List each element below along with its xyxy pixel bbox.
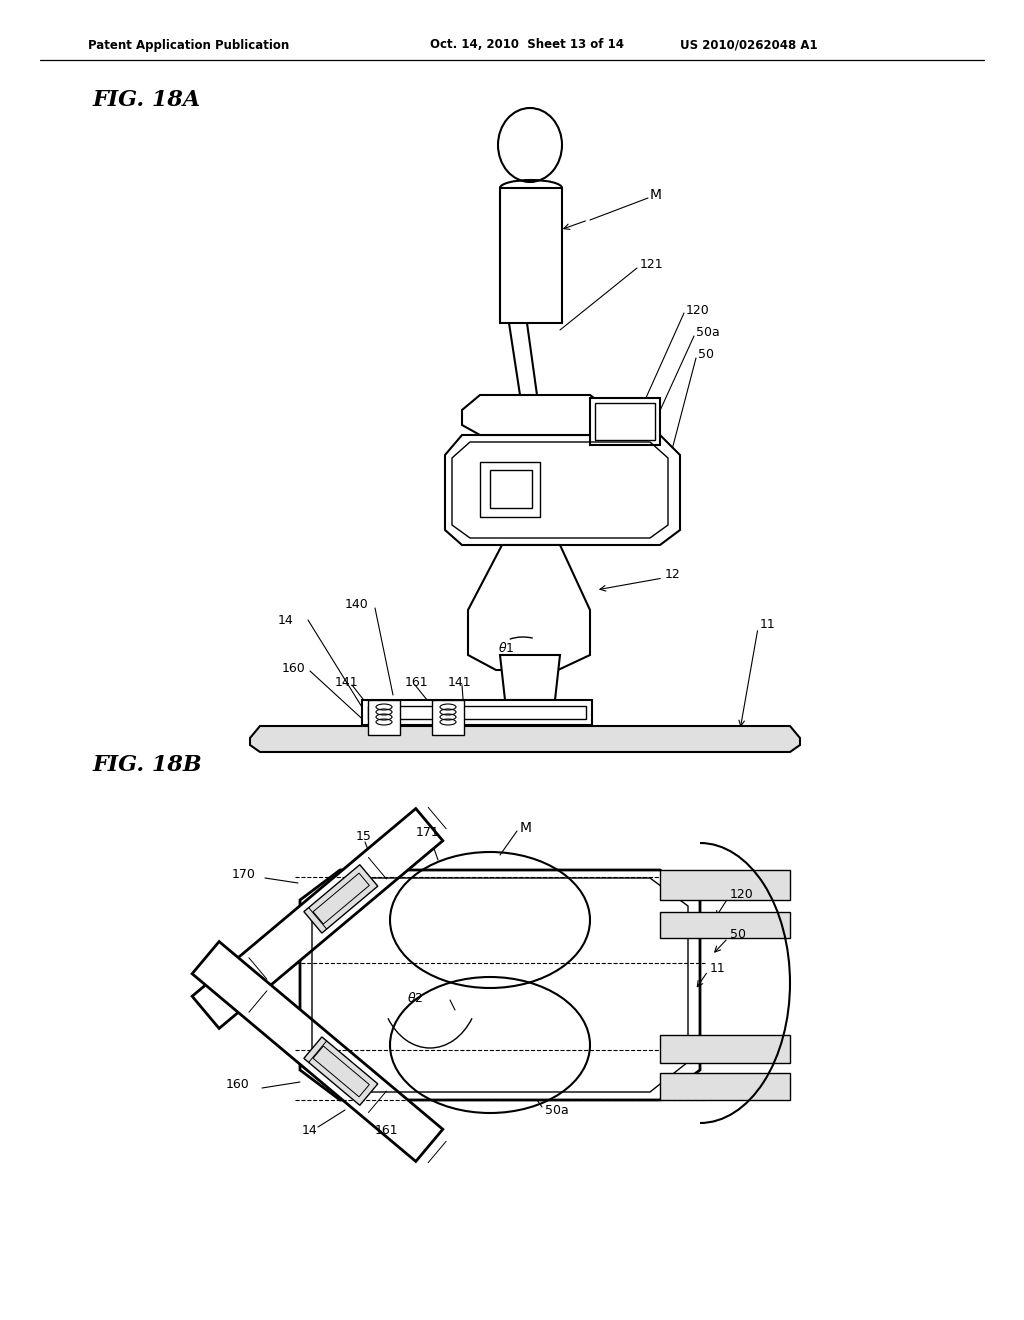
Polygon shape bbox=[445, 436, 680, 545]
Text: 14: 14 bbox=[278, 614, 294, 627]
Polygon shape bbox=[500, 187, 562, 323]
Text: 50a: 50a bbox=[696, 326, 720, 339]
Text: 160: 160 bbox=[226, 1078, 250, 1092]
Text: M: M bbox=[520, 821, 532, 836]
Text: $\theta$1: $\theta$1 bbox=[498, 642, 514, 655]
Text: FIG. 18B: FIG. 18B bbox=[93, 754, 203, 776]
Text: 50a: 50a bbox=[545, 1104, 568, 1117]
Text: 15: 15 bbox=[356, 830, 372, 843]
Polygon shape bbox=[250, 726, 800, 752]
Text: 120: 120 bbox=[686, 304, 710, 317]
Text: 14: 14 bbox=[302, 1123, 317, 1137]
Text: 161: 161 bbox=[375, 1123, 398, 1137]
Polygon shape bbox=[468, 545, 590, 671]
Text: Oct. 14, 2010  Sheet 13 of 14: Oct. 14, 2010 Sheet 13 of 14 bbox=[430, 38, 624, 51]
Polygon shape bbox=[304, 1038, 378, 1105]
Polygon shape bbox=[193, 941, 442, 1162]
Text: 121: 121 bbox=[640, 259, 664, 272]
Text: 160: 160 bbox=[282, 661, 306, 675]
Polygon shape bbox=[590, 399, 660, 445]
Polygon shape bbox=[462, 395, 610, 436]
Text: M: M bbox=[650, 187, 662, 202]
Text: 50: 50 bbox=[698, 348, 714, 362]
Polygon shape bbox=[432, 700, 464, 735]
Text: 141: 141 bbox=[335, 676, 358, 689]
Ellipse shape bbox=[498, 108, 562, 182]
Polygon shape bbox=[500, 655, 560, 700]
Text: 170: 170 bbox=[232, 869, 256, 882]
Text: 11: 11 bbox=[710, 961, 726, 974]
Polygon shape bbox=[660, 1073, 790, 1100]
Text: 140: 140 bbox=[345, 598, 369, 611]
Text: 11: 11 bbox=[760, 619, 776, 631]
Text: FIG. 18A: FIG. 18A bbox=[93, 88, 201, 111]
Polygon shape bbox=[300, 870, 700, 1100]
Text: 50: 50 bbox=[730, 928, 746, 941]
Text: 120: 120 bbox=[730, 888, 754, 902]
Polygon shape bbox=[660, 912, 790, 939]
Polygon shape bbox=[660, 870, 790, 900]
Polygon shape bbox=[368, 700, 400, 735]
Text: US 2010/0262048 A1: US 2010/0262048 A1 bbox=[680, 38, 817, 51]
Polygon shape bbox=[193, 809, 442, 1028]
Polygon shape bbox=[304, 865, 378, 933]
Text: Patent Application Publication: Patent Application Publication bbox=[88, 38, 289, 51]
Text: 141: 141 bbox=[449, 676, 472, 689]
Polygon shape bbox=[660, 1035, 790, 1063]
Text: 161: 161 bbox=[406, 676, 429, 689]
Text: 12: 12 bbox=[665, 569, 681, 582]
Text: $\theta$2: $\theta$2 bbox=[407, 991, 423, 1005]
Polygon shape bbox=[362, 700, 592, 725]
Text: 171: 171 bbox=[416, 825, 439, 838]
